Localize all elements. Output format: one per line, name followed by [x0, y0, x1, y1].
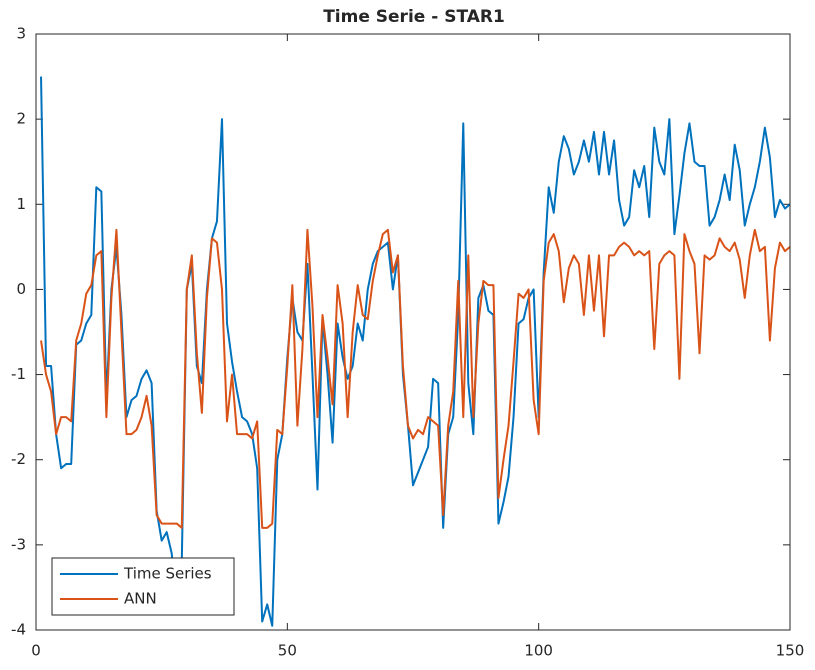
y-tick-label: -4: [11, 621, 26, 639]
series-line: [40, 228, 791, 529]
y-tick-label: -2: [11, 450, 26, 468]
y-tick-label: 2: [16, 110, 26, 128]
x-tick-label: 100: [524, 642, 553, 660]
legend-label: Time Series: [123, 565, 212, 583]
x-tick-label: 0: [31, 642, 41, 660]
chart-title: Time Serie - STAR1: [323, 7, 505, 27]
axes-box: [35, 33, 791, 631]
x-tick-label: 50: [278, 642, 297, 660]
y-tick-label: -3: [11, 535, 26, 553]
y-tick-label: 3: [16, 25, 26, 43]
x-tick-label: 150: [776, 642, 805, 660]
y-tick-label: 0: [16, 280, 26, 298]
legend-label: ANN: [124, 590, 157, 608]
y-tick-label: 1: [16, 195, 26, 213]
series-line: [40, 76, 791, 627]
plot-area: [36, 34, 790, 630]
y-tick-label: -1: [11, 365, 26, 383]
legend-box: [51, 557, 235, 616]
